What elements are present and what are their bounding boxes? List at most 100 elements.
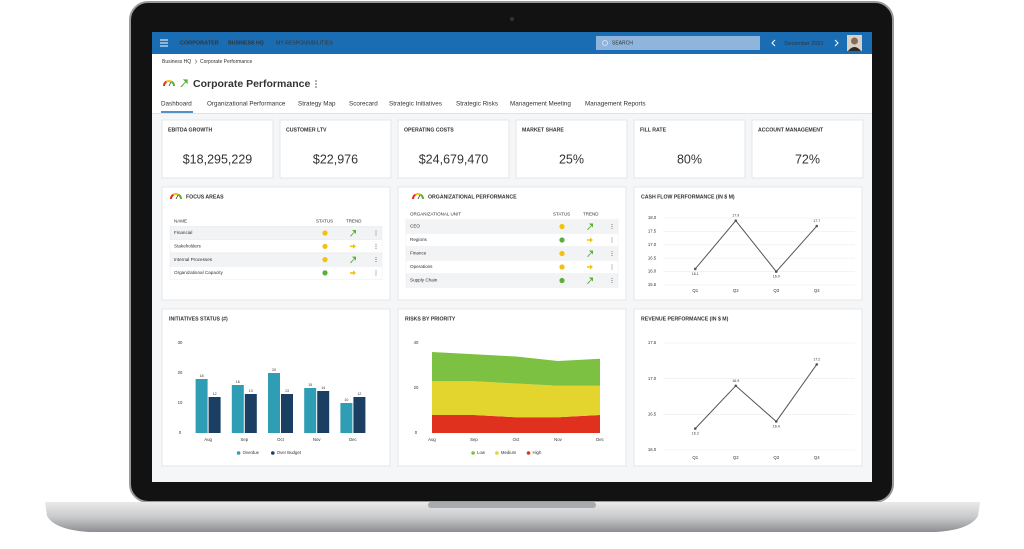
row-menu[interactable] xyxy=(375,257,377,259)
row-menu[interactable] xyxy=(611,252,613,255)
y-tick-label: 20 xyxy=(414,385,419,390)
search-box[interactable] xyxy=(596,36,760,50)
brand: CORPORATER xyxy=(180,40,219,46)
table-row[interactable] xyxy=(405,273,619,288)
tab[interactable]: Strategy Map xyxy=(298,101,336,108)
row-menu[interactable] xyxy=(611,277,613,280)
value-label: 10 xyxy=(344,398,348,402)
row-menu[interactable] xyxy=(611,237,613,239)
row-menu[interactable] xyxy=(375,245,377,247)
prev-period[interactable] xyxy=(771,39,776,47)
tab[interactable]: Organizational Performance xyxy=(207,101,286,108)
row-menu[interactable] xyxy=(375,243,377,245)
nav-link[interactable]: BUSINESS HQ xyxy=(228,40,264,46)
x-tick-label: Aug xyxy=(204,437,212,442)
row-menu[interactable] xyxy=(375,232,377,234)
point xyxy=(734,384,738,388)
row-menu[interactable] xyxy=(375,261,377,263)
gauge-icon xyxy=(173,193,179,196)
kpi-label: ACCOUNT MANAGEMENT xyxy=(758,127,824,133)
table-row[interactable] xyxy=(405,219,619,234)
value-label: 16.4 xyxy=(773,424,780,428)
next-period[interactable] xyxy=(834,39,839,47)
kpi-value: $24,679,470 xyxy=(419,152,489,166)
table-row[interactable] xyxy=(169,266,383,280)
tab[interactable]: Strategic Initiatives xyxy=(389,101,442,108)
tab[interactable]: Strategic Risks xyxy=(456,101,498,108)
line xyxy=(694,219,818,273)
row-menu[interactable] xyxy=(611,254,613,257)
row-menu[interactable] xyxy=(375,230,377,232)
row-menu[interactable] xyxy=(611,225,613,228)
value-label: 13 xyxy=(285,389,289,393)
table-row[interactable] xyxy=(405,260,619,274)
x-tick-label: Q4 xyxy=(814,455,820,460)
trend-arrow xyxy=(587,250,593,257)
row-menu[interactable] xyxy=(611,266,613,268)
trend-arrow xyxy=(587,264,593,270)
row-menu[interactable] xyxy=(611,223,613,226)
row-menu[interactable] xyxy=(611,281,613,284)
x-tick-label: Sep xyxy=(470,437,478,442)
gauge-needle xyxy=(175,194,179,200)
row-menu[interactable] xyxy=(375,272,377,274)
row-menu[interactable] xyxy=(611,279,613,282)
row-menu[interactable] xyxy=(375,274,377,276)
kpi-label: EBITDA GROWTH xyxy=(168,127,212,133)
tab[interactable]: Dashboard xyxy=(161,101,192,108)
tab[interactable]: Scorecard xyxy=(349,101,378,108)
gauge-needle xyxy=(168,81,172,87)
value-label: 17.9 xyxy=(732,214,739,218)
nav-link[interactable]: MY RESPONSIBILITIES xyxy=(276,40,333,46)
gauge-icon xyxy=(170,80,175,87)
y-tick-label: 18.0 xyxy=(648,215,657,220)
title-menu[interactable] xyxy=(315,80,317,88)
y-tick-label: 10 xyxy=(178,400,183,405)
menu-icon[interactable] xyxy=(160,39,168,47)
bar xyxy=(304,388,317,433)
row-menu[interactable] xyxy=(375,247,377,249)
kpi-value: $22,976 xyxy=(313,152,358,166)
status-indicator xyxy=(322,243,328,249)
trend-arrow xyxy=(587,223,593,230)
row-menu[interactable] xyxy=(611,241,613,243)
status-indicator xyxy=(559,264,565,270)
row-menu[interactable] xyxy=(611,250,613,253)
area xyxy=(432,415,600,433)
row-menu[interactable] xyxy=(375,270,377,272)
kpi-value: $18,295,229 xyxy=(183,152,253,166)
trend-arrow xyxy=(350,256,356,264)
y-tick-label: 16.5 xyxy=(648,411,657,416)
y-tick-label: 0 xyxy=(415,430,418,435)
breadcrumb-item[interactable]: Business HQ xyxy=(162,59,191,65)
tab[interactable]: Management Meeting xyxy=(510,101,571,108)
value-label: 16.9 xyxy=(732,379,739,383)
x-tick-label: Oct xyxy=(277,437,284,442)
camera xyxy=(510,17,514,21)
value-label: 20 xyxy=(272,368,276,372)
table-row[interactable] xyxy=(405,246,619,261)
point xyxy=(774,270,778,273)
x-tick-label: Q2 xyxy=(733,288,739,293)
row-menu[interactable] xyxy=(611,264,613,266)
bar xyxy=(231,385,244,433)
row-name: Finance xyxy=(410,251,427,256)
y-tick-label: 17.5 xyxy=(648,340,657,345)
tab[interactable]: Management Reports xyxy=(585,101,646,108)
gauge-icon xyxy=(177,193,182,200)
row-menu[interactable] xyxy=(375,259,377,261)
table-row[interactable] xyxy=(405,233,619,247)
row-menu[interactable] xyxy=(375,234,377,236)
row-menu[interactable] xyxy=(611,268,613,270)
y-tick-label: 17.0 xyxy=(648,376,657,381)
trend-arrow xyxy=(180,79,188,88)
y-tick-label: 16.0 xyxy=(648,269,657,274)
chart-title: RISKS BY PRIORITY xyxy=(405,316,456,322)
avatar-body xyxy=(848,47,861,51)
search-placeholder: SEARCH xyxy=(612,41,633,47)
value-label: 12 xyxy=(357,392,361,396)
row-menu[interactable] xyxy=(611,227,613,230)
row-menu[interactable] xyxy=(611,239,613,241)
table-row[interactable] xyxy=(169,226,383,240)
